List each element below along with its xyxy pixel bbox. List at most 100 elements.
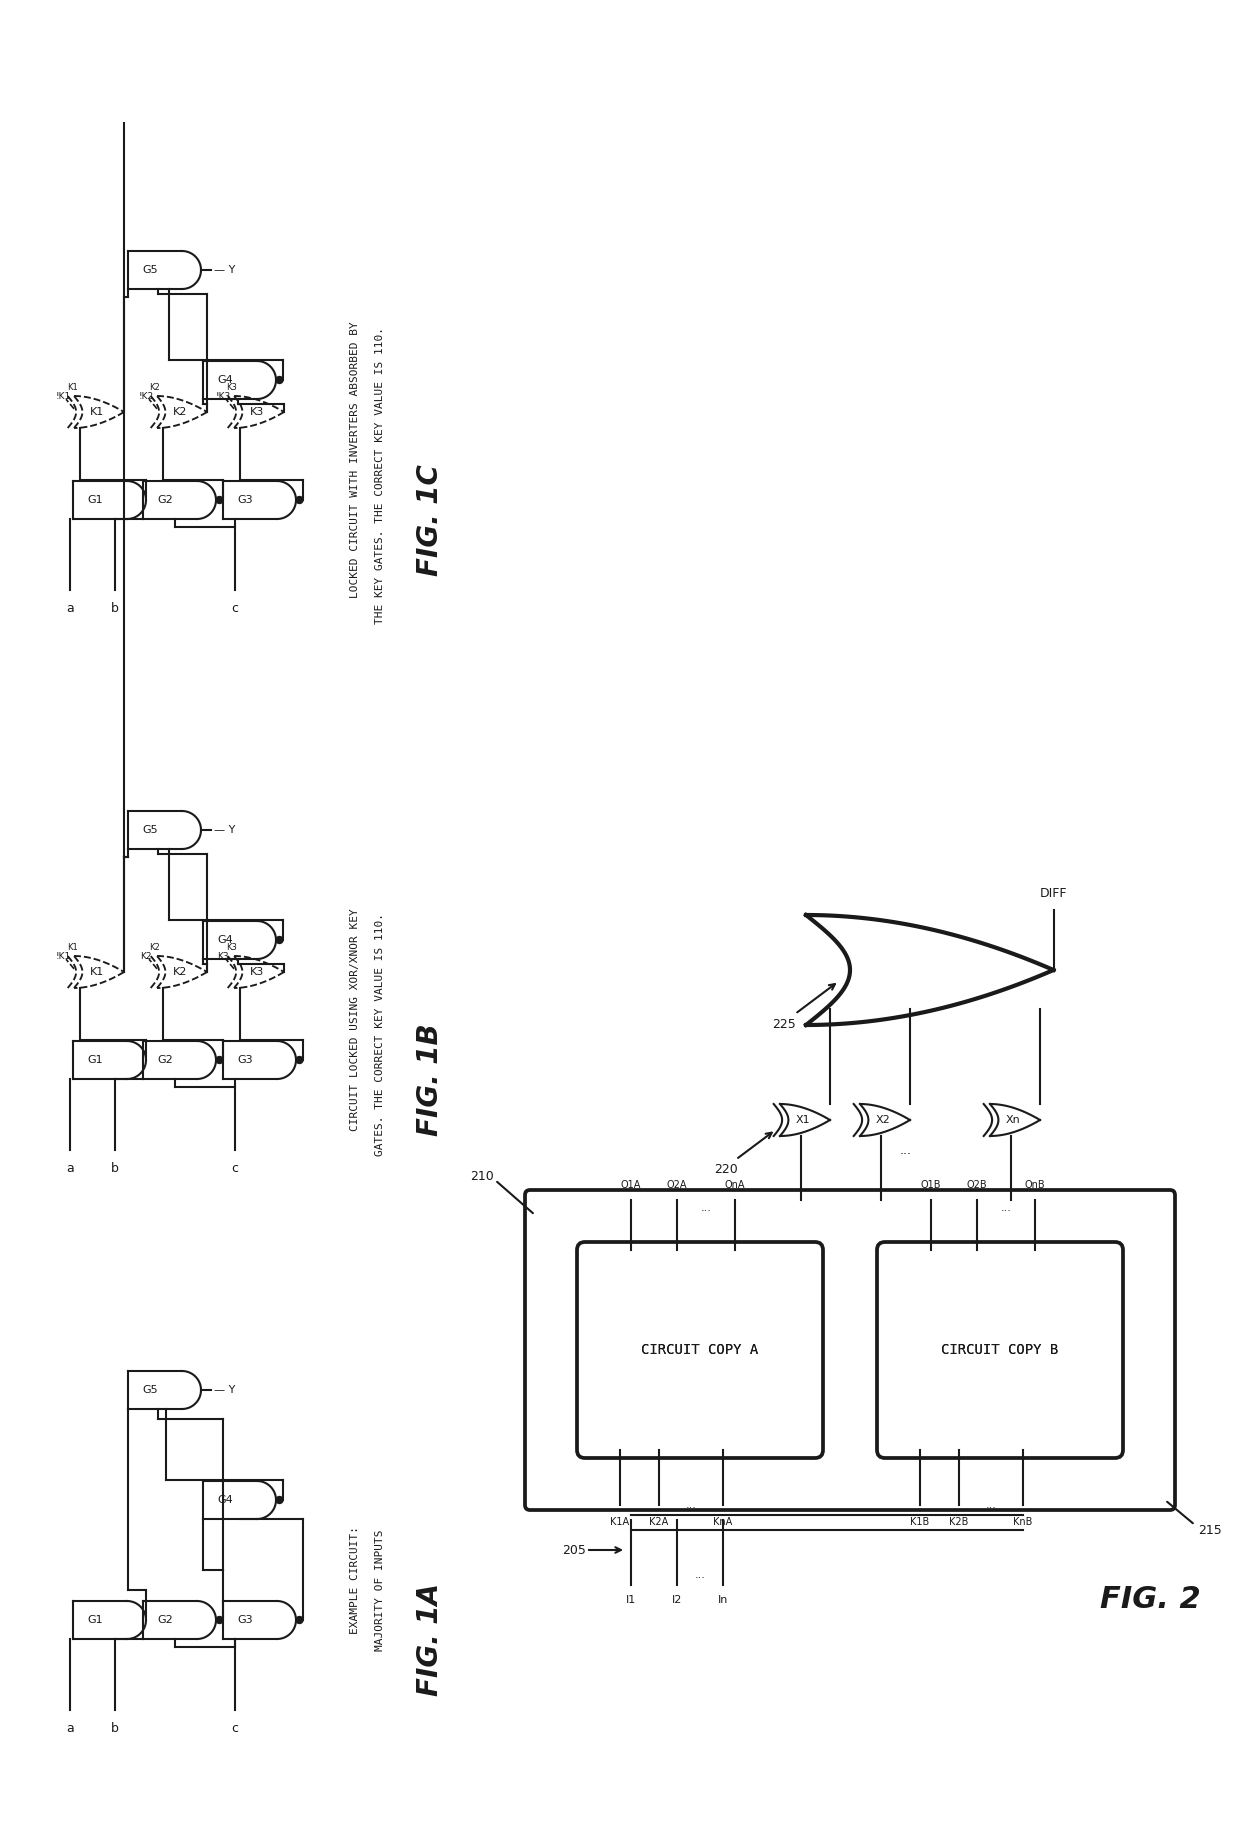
Text: K3: K3: [227, 943, 237, 952]
Text: CIRCUIT COPY A: CIRCUIT COPY A: [641, 1342, 759, 1357]
Text: G5: G5: [143, 825, 159, 834]
Text: FIG. 2: FIG. 2: [1100, 1586, 1200, 1614]
Text: c: c: [232, 602, 238, 614]
Text: G1: G1: [88, 1616, 103, 1625]
Text: K1: K1: [67, 383, 77, 392]
Text: K1: K1: [67, 943, 77, 952]
Text: ...: ...: [694, 1570, 706, 1581]
Text: K1: K1: [91, 407, 104, 416]
Circle shape: [216, 497, 223, 504]
Circle shape: [216, 1056, 223, 1064]
Text: K3: K3: [217, 952, 229, 961]
Text: In: In: [718, 1596, 728, 1605]
Text: b: b: [112, 1161, 119, 1174]
Text: !K1: !K1: [56, 952, 71, 961]
Text: K2B: K2B: [949, 1517, 968, 1528]
Text: KnA: KnA: [713, 1517, 733, 1528]
Text: EXAMPLE CIRCUIT:: EXAMPLE CIRCUIT:: [350, 1526, 360, 1634]
Text: O2B: O2B: [967, 1179, 987, 1190]
Text: K3: K3: [250, 967, 264, 978]
Text: FIG. 1A: FIG. 1A: [415, 1583, 444, 1696]
Text: MAJORITY OF INPUTS: MAJORITY OF INPUTS: [374, 1530, 384, 1651]
Text: K2: K2: [172, 407, 187, 416]
Text: G4: G4: [218, 374, 233, 385]
Text: G5: G5: [143, 264, 159, 275]
Text: Xn: Xn: [1006, 1115, 1021, 1124]
Text: K2A: K2A: [649, 1517, 668, 1528]
Text: G2: G2: [157, 495, 174, 504]
Text: G3: G3: [238, 1616, 253, 1625]
FancyBboxPatch shape: [877, 1242, 1123, 1458]
Text: c: c: [232, 1722, 238, 1735]
Text: 215: 215: [1198, 1524, 1221, 1537]
Text: K2: K2: [140, 952, 151, 961]
Text: a: a: [66, 1722, 74, 1735]
Circle shape: [296, 1616, 303, 1623]
Text: CIRCUIT LOCKED USING XOR/XNOR KEY: CIRCUIT LOCKED USING XOR/XNOR KEY: [350, 908, 360, 1132]
Text: G3: G3: [238, 1055, 253, 1066]
Text: CIRCUIT COPY B: CIRCUIT COPY B: [941, 1342, 1059, 1357]
Text: a: a: [66, 602, 74, 614]
Text: THE KEY GATES. THE CORRECT KEY VALUE IS 110.: THE KEY GATES. THE CORRECT KEY VALUE IS …: [374, 326, 384, 624]
Circle shape: [296, 497, 303, 504]
Text: ...: ...: [900, 1144, 911, 1157]
Text: K1A: K1A: [610, 1517, 629, 1528]
Text: I2: I2: [672, 1596, 682, 1605]
Circle shape: [277, 376, 283, 383]
Text: I1: I1: [626, 1596, 636, 1605]
Text: O1A: O1A: [621, 1179, 641, 1190]
Text: !K2: !K2: [139, 392, 154, 400]
Text: b: b: [112, 1722, 119, 1735]
Text: a: a: [66, 1161, 74, 1174]
Text: X2: X2: [875, 1115, 890, 1124]
Text: FIG. 1B: FIG. 1B: [415, 1023, 444, 1137]
Text: G4: G4: [218, 935, 233, 945]
Text: X1: X1: [796, 1115, 811, 1124]
Text: !K1: !K1: [56, 392, 71, 400]
Text: c: c: [232, 1161, 238, 1174]
Text: G5: G5: [143, 1385, 159, 1396]
Text: CIRCUIT COPY A: CIRCUIT COPY A: [641, 1342, 759, 1357]
Text: 205: 205: [562, 1544, 587, 1557]
Text: GATES. THE CORRECT KEY VALUE IS 110.: GATES. THE CORRECT KEY VALUE IS 110.: [374, 913, 384, 1157]
Text: K3: K3: [227, 383, 237, 392]
Circle shape: [296, 1056, 303, 1064]
Text: 210: 210: [470, 1170, 494, 1183]
Text: K1B: K1B: [910, 1517, 929, 1528]
Text: OnB: OnB: [1024, 1179, 1045, 1190]
Circle shape: [216, 1616, 223, 1623]
Text: ...: ...: [701, 1203, 712, 1212]
Text: G3: G3: [238, 495, 253, 504]
Text: ...: ...: [986, 1500, 996, 1509]
Text: !K3: !K3: [216, 392, 231, 400]
Text: KnB: KnB: [1013, 1517, 1033, 1528]
Text: — Y: — Y: [215, 825, 236, 834]
FancyBboxPatch shape: [877, 1242, 1123, 1458]
FancyBboxPatch shape: [577, 1242, 823, 1458]
Text: DIFF: DIFF: [1040, 888, 1068, 900]
Text: K2: K2: [150, 383, 160, 392]
Text: O1B: O1B: [921, 1179, 941, 1190]
Text: K2: K2: [150, 943, 160, 952]
Text: G1: G1: [88, 1055, 103, 1066]
Text: K3: K3: [250, 407, 264, 416]
Text: 220: 220: [714, 1163, 738, 1176]
Text: LOCKED CIRCUIT WITH INVERTERS ABSORBED BY: LOCKED CIRCUIT WITH INVERTERS ABSORBED B…: [350, 321, 360, 598]
Text: G4: G4: [218, 1495, 233, 1506]
Text: OnA: OnA: [724, 1179, 745, 1190]
Text: G2: G2: [157, 1616, 174, 1625]
Text: K1: K1: [91, 967, 104, 978]
Text: — Y: — Y: [215, 264, 236, 275]
Text: — Y: — Y: [215, 1385, 236, 1396]
FancyBboxPatch shape: [577, 1242, 823, 1458]
Circle shape: [277, 937, 283, 943]
Text: G2: G2: [157, 1055, 174, 1066]
Circle shape: [277, 1497, 283, 1504]
Text: 225: 225: [773, 1018, 796, 1031]
Text: ...: ...: [686, 1500, 696, 1509]
Text: K2: K2: [172, 967, 187, 978]
Text: ...: ...: [1001, 1203, 1011, 1212]
Text: G1: G1: [88, 495, 103, 504]
Text: FIG. 1C: FIG. 1C: [415, 464, 444, 576]
FancyBboxPatch shape: [525, 1190, 1176, 1509]
